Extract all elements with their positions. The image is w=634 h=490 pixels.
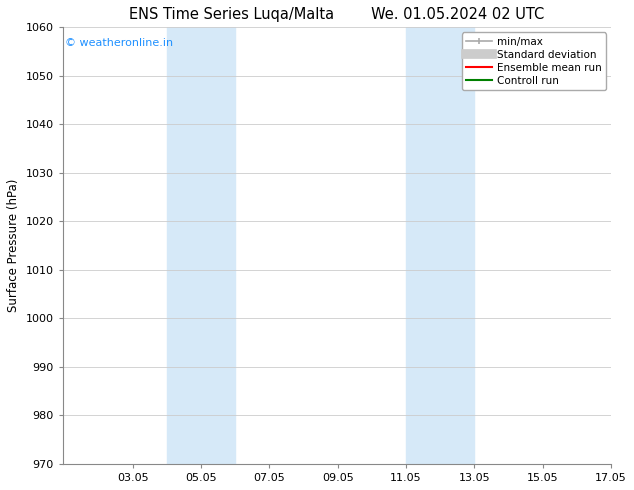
- Text: © weatheronline.in: © weatheronline.in: [65, 38, 174, 48]
- Bar: [406, 27, 474, 464]
- Title: ENS Time Series Luqa/Malta        We. 01.05.2024 02 UTC: ENS Time Series Luqa/Malta We. 01.05.202…: [129, 7, 545, 22]
- Y-axis label: Surface Pressure (hPa): Surface Pressure (hPa): [7, 179, 20, 312]
- Legend: min/max, Standard deviation, Ensemble mean run, Controll run: min/max, Standard deviation, Ensemble me…: [462, 32, 606, 90]
- Bar: [167, 27, 235, 464]
